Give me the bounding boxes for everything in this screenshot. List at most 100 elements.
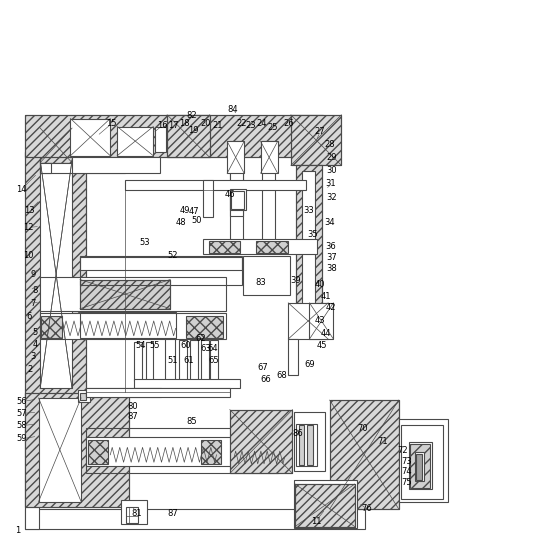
Text: 86: 86 xyxy=(293,429,303,438)
Bar xyxy=(230,410,293,473)
Text: 74: 74 xyxy=(401,467,412,476)
Bar xyxy=(40,163,125,173)
Text: 66: 66 xyxy=(261,375,271,384)
Bar xyxy=(262,141,275,248)
Bar xyxy=(80,280,170,309)
Bar xyxy=(310,303,333,339)
Text: 50: 50 xyxy=(192,216,202,225)
Text: 25: 25 xyxy=(267,122,278,131)
Text: 63: 63 xyxy=(201,344,211,353)
Bar xyxy=(25,392,129,507)
Text: 7: 7 xyxy=(30,299,36,308)
Text: 39: 39 xyxy=(290,276,301,285)
Bar xyxy=(87,428,278,473)
Bar xyxy=(203,239,318,254)
Bar xyxy=(210,340,217,381)
Bar xyxy=(256,241,288,253)
Text: 45: 45 xyxy=(317,342,327,350)
Bar xyxy=(167,115,210,157)
Text: 64: 64 xyxy=(208,344,218,353)
Text: 3: 3 xyxy=(30,352,36,361)
Text: 59: 59 xyxy=(17,434,27,443)
Text: 41: 41 xyxy=(320,292,331,301)
Bar xyxy=(167,115,210,157)
Text: 28: 28 xyxy=(324,140,335,149)
Bar xyxy=(126,507,138,523)
Text: 60: 60 xyxy=(180,342,191,350)
Bar xyxy=(25,152,87,396)
Bar xyxy=(80,392,87,400)
Text: 82: 82 xyxy=(186,111,197,120)
Text: 52: 52 xyxy=(167,251,178,260)
Text: 36: 36 xyxy=(325,242,336,251)
Bar xyxy=(25,115,323,157)
Text: 30: 30 xyxy=(326,166,337,175)
Bar xyxy=(307,425,313,466)
Bar xyxy=(291,115,341,165)
Text: 51: 51 xyxy=(167,356,178,364)
Bar xyxy=(70,119,111,156)
Text: 72: 72 xyxy=(397,446,408,455)
Text: 56: 56 xyxy=(16,397,27,406)
Text: 2: 2 xyxy=(27,366,32,375)
Bar xyxy=(25,396,38,529)
Bar xyxy=(40,160,72,389)
Bar xyxy=(231,191,244,210)
Text: 16: 16 xyxy=(157,121,168,130)
Bar xyxy=(25,152,87,396)
Bar xyxy=(40,277,226,311)
Bar xyxy=(134,379,240,389)
Text: 22: 22 xyxy=(237,120,247,129)
Bar xyxy=(25,392,129,507)
Text: 26: 26 xyxy=(283,120,294,129)
Text: 1: 1 xyxy=(15,525,20,535)
Bar xyxy=(294,413,325,471)
Bar xyxy=(288,303,328,339)
Bar xyxy=(411,444,429,488)
Bar xyxy=(146,342,153,381)
Bar xyxy=(261,141,278,173)
Text: 65: 65 xyxy=(209,356,219,364)
Bar xyxy=(296,165,321,322)
Bar xyxy=(299,425,304,466)
Bar xyxy=(209,241,240,253)
Bar xyxy=(230,189,246,210)
Text: 33: 33 xyxy=(303,206,314,215)
Text: 87: 87 xyxy=(128,412,138,421)
Text: 18: 18 xyxy=(179,120,190,129)
Bar xyxy=(125,179,306,190)
Bar xyxy=(230,168,243,216)
Text: 43: 43 xyxy=(315,316,325,325)
Text: 47: 47 xyxy=(189,207,199,216)
Bar xyxy=(134,342,142,381)
Text: 53: 53 xyxy=(139,238,150,247)
Bar xyxy=(296,424,318,467)
Bar xyxy=(117,126,153,156)
Text: 5: 5 xyxy=(32,328,37,337)
Bar xyxy=(401,425,443,499)
Bar xyxy=(242,255,290,296)
Text: 48: 48 xyxy=(176,217,186,226)
Bar xyxy=(329,400,399,509)
Text: 31: 31 xyxy=(325,179,336,188)
Text: 37: 37 xyxy=(326,253,337,262)
Bar xyxy=(415,452,424,481)
Bar xyxy=(121,500,147,524)
Bar xyxy=(294,480,357,528)
Text: 6: 6 xyxy=(27,312,32,321)
Text: 70: 70 xyxy=(357,424,368,433)
Text: 73: 73 xyxy=(401,457,412,466)
Bar xyxy=(288,339,298,375)
Text: 84: 84 xyxy=(227,105,238,114)
Bar xyxy=(72,157,160,173)
Text: 83: 83 xyxy=(255,278,266,287)
Bar xyxy=(87,388,230,397)
Text: 4: 4 xyxy=(32,340,37,349)
Bar xyxy=(87,437,278,467)
Text: 76: 76 xyxy=(362,504,372,514)
Text: 40: 40 xyxy=(315,280,325,290)
Bar xyxy=(155,126,166,152)
Bar xyxy=(295,484,355,527)
Bar xyxy=(78,390,90,402)
Text: 38: 38 xyxy=(326,264,337,273)
